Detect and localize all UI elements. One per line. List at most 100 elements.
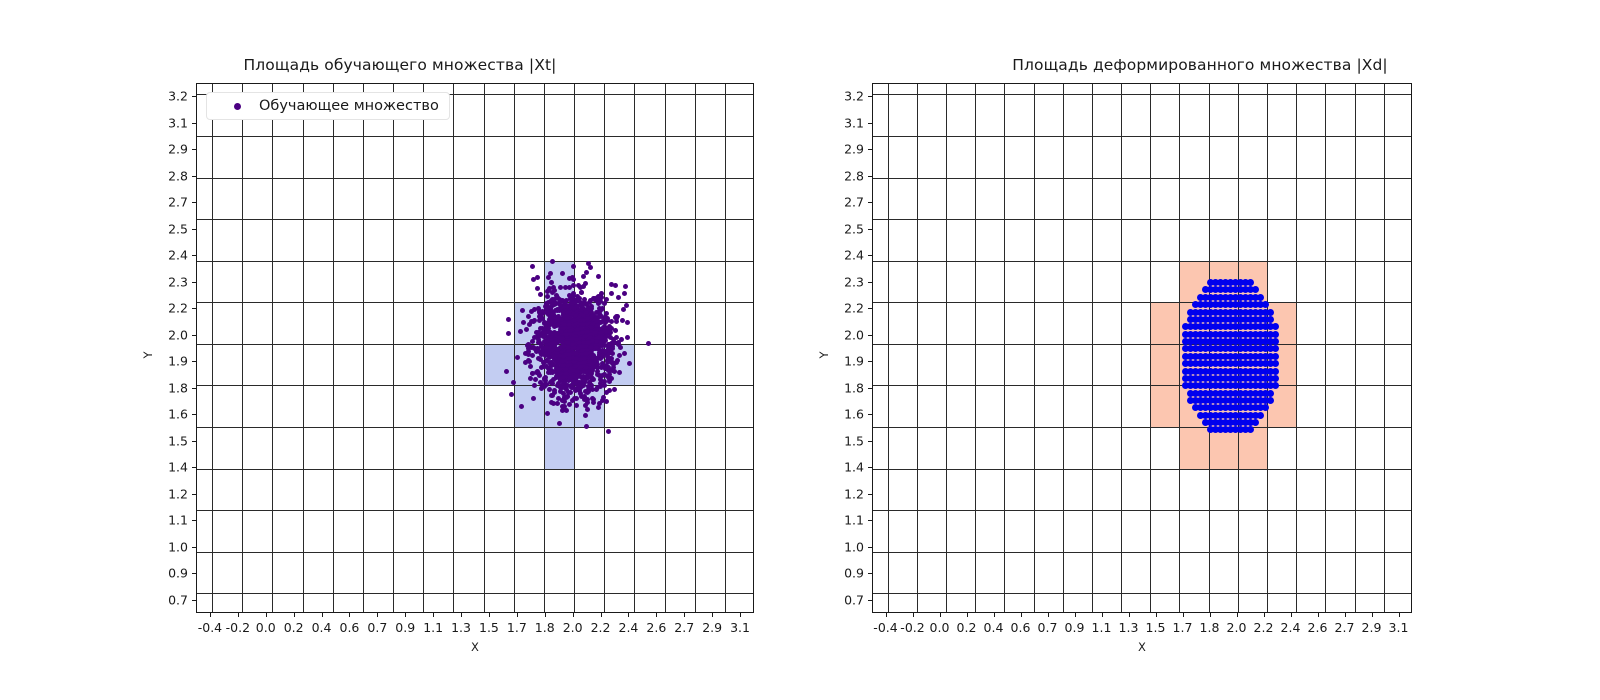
y-tick-mark [192, 573, 196, 575]
data-point [1251, 374, 1259, 382]
x-tick-label: 0.4 [311, 620, 332, 635]
data-point [595, 296, 601, 302]
data-point [613, 328, 619, 334]
data-point [598, 373, 604, 379]
data-point [550, 331, 556, 337]
data-point [1212, 419, 1220, 427]
data-point [534, 333, 540, 339]
data-point [565, 340, 571, 346]
data-point [1241, 382, 1249, 390]
data-point [572, 312, 578, 318]
data-point [1271, 360, 1279, 368]
chart-title-left: Площадь обучающего множества |Xt| [243, 56, 557, 74]
legend-left[interactable]: Обучающее множество [206, 92, 450, 120]
data-point [1251, 308, 1259, 316]
data-point [1207, 315, 1215, 323]
data-point [597, 349, 603, 355]
data-point [557, 367, 563, 373]
data-point [1207, 345, 1215, 353]
data-point [536, 373, 542, 379]
data-point [1197, 323, 1205, 331]
grid-line-horizontal [197, 427, 753, 428]
data-point [1246, 301, 1254, 309]
data-point [530, 338, 536, 344]
data-point [559, 316, 565, 322]
data-point [1241, 338, 1249, 346]
y-tick-label: 3.2 [844, 88, 864, 104]
data-point [1256, 330, 1264, 338]
data-point [561, 304, 567, 310]
data-point [560, 384, 566, 390]
data-point [577, 311, 583, 317]
grid-line-horizontal [873, 510, 1411, 511]
x-tick-mark [1371, 613, 1373, 617]
data-point [584, 399, 590, 405]
data-point [1192, 323, 1200, 331]
data-point [584, 328, 590, 334]
data-point [580, 274, 586, 280]
data-point [1182, 345, 1190, 353]
data-point [1241, 419, 1249, 427]
data-point [540, 345, 546, 351]
x-tick-mark [572, 613, 574, 617]
data-point [566, 275, 572, 281]
data-point [585, 371, 591, 377]
data-point [1207, 419, 1215, 427]
data-point [564, 331, 570, 337]
y-tick-label: 3.1 [168, 115, 188, 131]
data-point [535, 339, 541, 345]
grid-line-horizontal [197, 344, 753, 345]
data-point [1261, 404, 1269, 412]
data-point [577, 357, 583, 363]
data-point [1236, 323, 1244, 331]
data-point [1261, 323, 1269, 331]
data-point [1207, 411, 1215, 419]
x-tick-mark [1128, 613, 1130, 617]
data-point [575, 327, 581, 333]
grid-line-vertical [888, 84, 889, 612]
data-point [581, 380, 587, 386]
data-point [1266, 374, 1274, 382]
data-point [1227, 367, 1235, 375]
data-point [1241, 345, 1249, 353]
data-point [584, 396, 590, 402]
data-point [1207, 293, 1215, 301]
data-point [611, 339, 617, 345]
data-point [1187, 308, 1195, 316]
data-point [1236, 404, 1244, 412]
y-tick-label: 2.0 [168, 327, 188, 343]
grid-line-vertical [725, 84, 726, 612]
data-point [1202, 338, 1210, 346]
x-tick-label: 0.0 [929, 620, 950, 635]
data-point [525, 351, 531, 357]
x-tick-label: 1.1 [1091, 620, 1112, 635]
data-point [605, 364, 611, 370]
data-point [1256, 382, 1264, 390]
data-point [1202, 367, 1210, 375]
y-tick-mark [868, 281, 872, 283]
grid-line-vertical [1355, 84, 1356, 612]
data-point [1266, 308, 1274, 316]
data-point [545, 326, 551, 332]
data-point [540, 360, 546, 366]
data-point [1227, 315, 1235, 323]
data-point [1222, 411, 1230, 419]
data-point [1222, 352, 1230, 360]
data-point [582, 388, 588, 394]
data-point [575, 372, 581, 378]
data-point [580, 321, 586, 327]
data-point [1236, 352, 1244, 360]
data-point [1241, 323, 1249, 331]
data-point [1251, 338, 1259, 346]
data-point [578, 285, 584, 291]
data-point [1246, 426, 1254, 434]
data-point [1271, 330, 1279, 338]
data-point [1202, 315, 1210, 323]
data-point [1251, 360, 1259, 368]
data-point [553, 359, 559, 365]
data-point [1236, 301, 1244, 309]
data-point [1251, 367, 1259, 375]
y-tick-label: 3.1 [844, 115, 864, 131]
grid-line-horizontal [873, 593, 1411, 594]
data-point [1217, 279, 1225, 287]
